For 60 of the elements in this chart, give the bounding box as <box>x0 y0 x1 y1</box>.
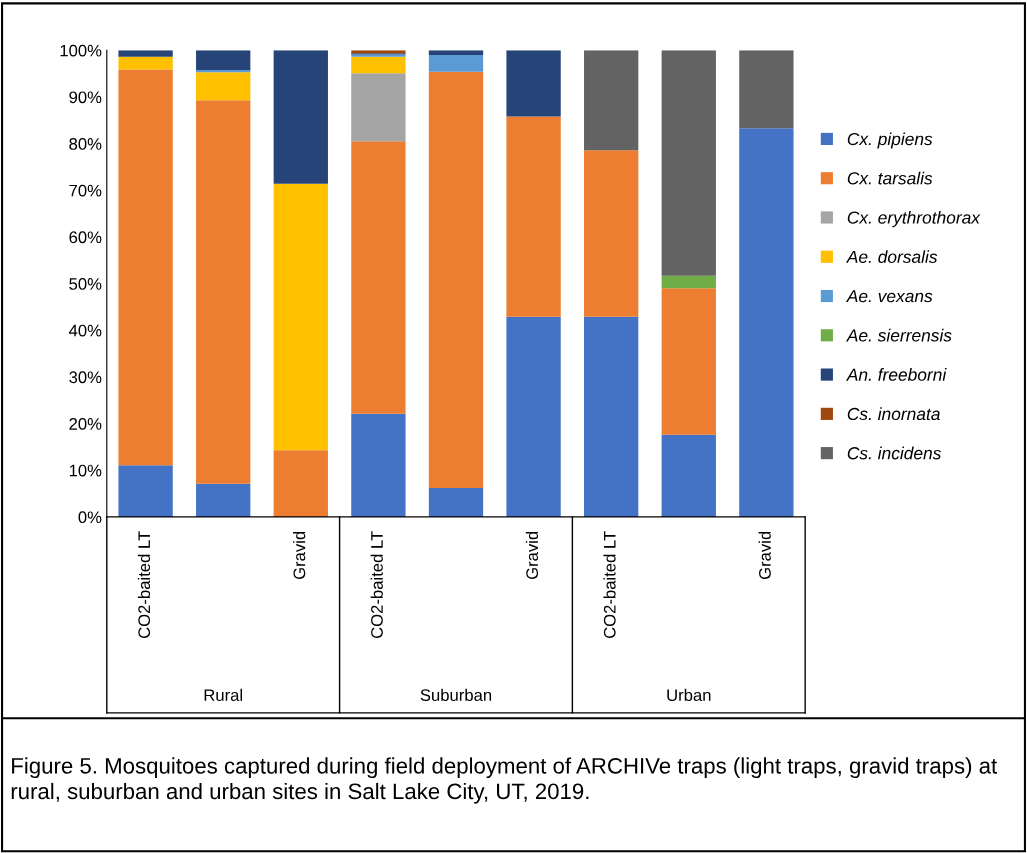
x-tick-label: Gravid <box>293 531 306 580</box>
legend-label: Cs. incidens <box>847 446 942 460</box>
text: Rural <box>204 688 242 702</box>
bar <box>196 50 251 70</box>
bar <box>661 50 716 276</box>
y-tick-label: 90% <box>69 91 102 104</box>
text: Suburban <box>420 688 492 702</box>
y-tick-label: 60% <box>69 231 102 244</box>
x-tick-label: CO2-baited LT <box>603 531 616 639</box>
legend-label: Cx. pipiens <box>847 132 933 149</box>
legend-label: Cx. erythrothorax <box>847 210 981 228</box>
legend-label: Ae. vexans <box>845 290 933 303</box>
bar <box>118 69 173 466</box>
bar <box>273 183 328 451</box>
y-tick-label: 100% <box>60 44 102 57</box>
bar <box>273 50 328 184</box>
bar <box>118 56 173 70</box>
bar <box>428 54 484 72</box>
bar <box>351 56 406 74</box>
y-tick-label: 20% <box>69 418 102 430</box>
bar <box>118 465 173 517</box>
bar <box>661 275 716 289</box>
text: Urban <box>667 688 711 702</box>
bar <box>428 487 484 517</box>
y-tick-label: 0% <box>78 511 102 524</box>
bar <box>584 150 639 317</box>
legend-label: Ae. sierrensis <box>845 328 952 342</box>
bar <box>584 50 639 151</box>
bar <box>739 50 794 129</box>
y-tick-label: 50% <box>69 278 102 290</box>
bar <box>506 50 561 117</box>
x-tick-label: CO2-baited LT <box>137 531 151 639</box>
bar <box>196 100 251 484</box>
bar <box>739 128 794 517</box>
bar <box>351 73 406 142</box>
y-tick-label: 30% <box>69 371 102 384</box>
bar <box>506 116 561 317</box>
bar <box>351 141 406 414</box>
y-tick-label: 70% <box>69 184 102 197</box>
x-tick-label: Gravid <box>525 531 539 580</box>
bar <box>661 434 716 517</box>
x-tick-label: CO2-baited LT <box>370 531 383 639</box>
bar <box>196 72 251 101</box>
y-tick-label: 40% <box>68 324 102 337</box>
caption: Figure 5. Mosquitoes captured during field deployment of ARCHIVe traps (light traps, gravid traps) at rural, suburban and urban sites in Salt Lake City, UT, 2019. <box>11 757 998 804</box>
legend-label: Ae. dorsalis <box>845 250 938 264</box>
legend-label: Cs. inornata <box>847 407 940 421</box>
bar <box>584 316 639 517</box>
bar <box>118 50 173 57</box>
bar <box>196 483 251 517</box>
y-tick-label: 10% <box>69 464 102 477</box>
bar <box>661 288 716 435</box>
bar <box>506 316 561 517</box>
legend-label: Cx. tarsalis <box>847 171 933 185</box>
legend-label: An. freeborni <box>845 368 947 381</box>
y-tick-label: 80% <box>69 138 102 150</box>
bar <box>428 71 484 488</box>
x-tick-label: Gravid <box>758 531 771 580</box>
bar <box>351 413 406 517</box>
bar <box>273 450 328 517</box>
